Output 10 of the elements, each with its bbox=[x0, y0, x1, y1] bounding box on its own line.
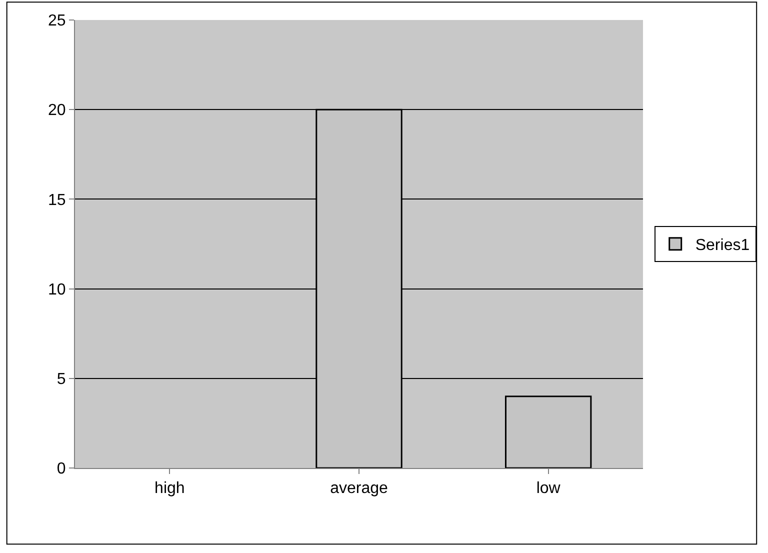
x-tick-label: average bbox=[330, 480, 388, 498]
y-tick-label: 25 bbox=[48, 12, 66, 30]
y-tick-label: 15 bbox=[48, 192, 66, 209]
x-tick-label: high bbox=[154, 480, 185, 498]
x-tick-label: low bbox=[536, 480, 561, 498]
y-tick-label: 10 bbox=[48, 281, 66, 298]
y-tick-label: 5 bbox=[56, 371, 66, 388]
y-tick-label: 20 bbox=[48, 102, 66, 120]
y-tick-label: 0 bbox=[56, 460, 66, 478]
legend-label: Series1 bbox=[695, 237, 750, 254]
